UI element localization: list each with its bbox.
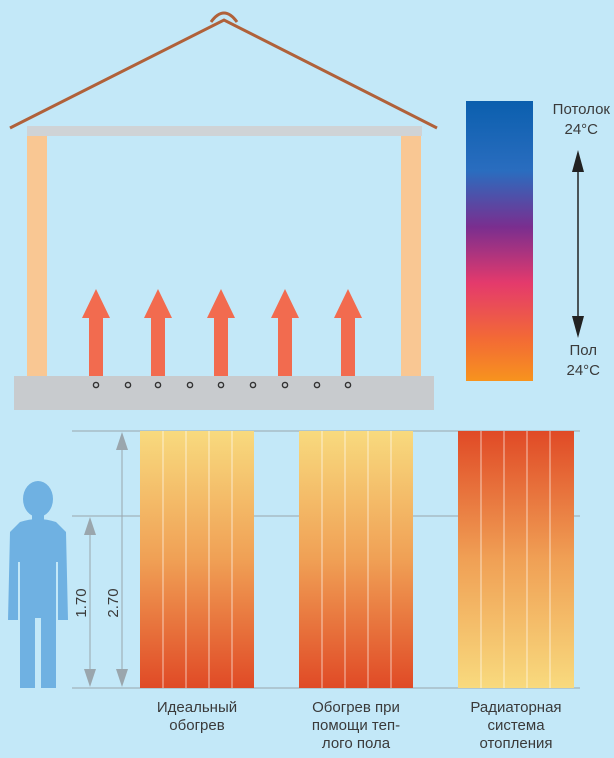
temperature-scale — [466, 101, 533, 381]
caption-line: обогрев — [169, 717, 225, 734]
heat-arrow — [144, 289, 172, 376]
caption-line: система — [487, 717, 545, 734]
person-silhouette — [8, 481, 68, 688]
caption-line: Радиаторная — [470, 699, 562, 716]
heat-arrows — [82, 289, 362, 376]
heat-arrow — [334, 289, 362, 376]
caption-line: помощи теп- — [311, 717, 401, 734]
caption-line: Идеальный — [156, 699, 238, 716]
caption-underfloor-heating: Обогрев при помощи теп- лого пола — [291, 699, 421, 753]
ceiling-beam — [27, 126, 422, 136]
floor-temperature: 24°C — [566, 362, 600, 379]
floor-label: Пол — [569, 342, 597, 359]
left-pillar — [27, 136, 47, 376]
heat-arrow — [271, 289, 299, 376]
heating-pipes — [92, 381, 352, 389]
caption-line: отопления — [479, 735, 553, 752]
right-pillar — [401, 136, 421, 376]
dimension-arrow-170 — [84, 517, 96, 687]
range-arrow — [572, 150, 584, 338]
heat-arrow — [207, 289, 235, 376]
ceiling-label: Потолок — [552, 101, 610, 118]
dimension-arrow-270 — [116, 432, 128, 687]
floor-slab — [14, 376, 434, 410]
roof — [9, 11, 438, 130]
caption-line: Обогрев при — [312, 699, 400, 716]
column-ideal-heating — [140, 431, 254, 688]
caption-ideal-heating: Идеальный обогрев — [132, 699, 262, 735]
column-underfloor-heating — [299, 431, 413, 688]
caption-line: лого пола — [321, 735, 391, 752]
column-radiator-heating — [458, 431, 574, 688]
dimension-label-270: 2.70 — [105, 588, 122, 618]
dimension-label-170: 1.70 — [73, 588, 90, 618]
ceiling-temperature: 24°C — [564, 121, 598, 138]
caption-radiator-heating: Радиаторная система отопления — [451, 699, 581, 753]
heat-arrow — [82, 289, 110, 376]
